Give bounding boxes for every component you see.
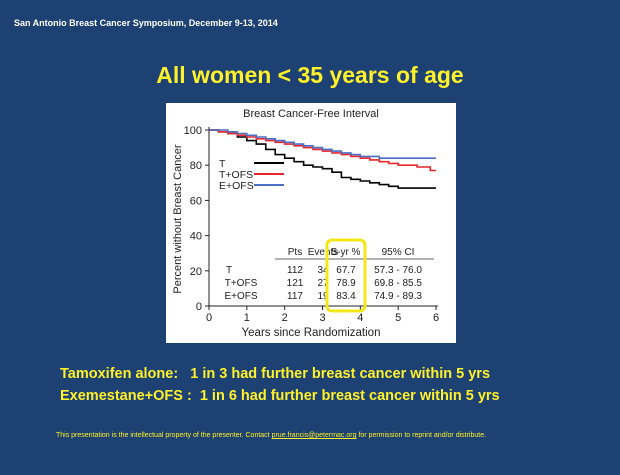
table-cell: 67.7 [336, 265, 356, 276]
y-tick-label: 40 [190, 231, 202, 243]
table-cell: 112 [287, 265, 303, 276]
table-cell: 121 [287, 278, 304, 289]
footer-note: This presentation is the intellectual pr… [56, 432, 486, 439]
table-cell: 74.9 - 89.3 [374, 291, 422, 302]
y-axis-ticks: 0 20 40 60 80 100 [184, 125, 209, 313]
x-tick-label: 5 [395, 312, 401, 324]
legend-label: T+OFS [219, 169, 253, 181]
table-cell: 57.3 - 76.0 [374, 265, 422, 276]
legend-label: E+OFS [219, 180, 254, 192]
survival-chart: Breast Cancer-Free Interval 020406080100… [172, 108, 439, 339]
table-row-label: T [226, 265, 232, 276]
x-axis-ticks: 0 1 2 3 4 5 6 [206, 306, 439, 324]
table-cell: 69.8 - 85.5 [374, 278, 422, 289]
x-tick-label: 6 [433, 312, 439, 324]
x-tick-label: 2 [282, 312, 288, 324]
table-header: Events [308, 247, 339, 258]
table-cell: 78.9 [336, 278, 356, 289]
y-tick-label: 0 [196, 301, 202, 313]
footer-text-after: for permission to reprint and/or distrib… [356, 432, 487, 439]
footer-text-before: This presentation is the intellectual pr… [56, 432, 272, 439]
y-axis-label: Percent without Breast Cancer [172, 144, 184, 294]
legend-label: T [219, 158, 226, 170]
table-row-label: T+OFS [225, 278, 258, 289]
table-cell: 19 [317, 291, 329, 302]
slide-heading: All women < 35 years of age [156, 62, 464, 88]
table-cell: 83.4 [336, 291, 356, 302]
x-tick-label: 3 [319, 312, 325, 324]
table-cell: 34 [317, 265, 329, 276]
conference-title: San Antonio Breast Cancer Symposium, Dec… [14, 18, 278, 28]
chart-panel: Breast Cancer-Free Interval 0 20 40 60 80 100… [166, 103, 456, 343]
survival-curves [209, 129, 436, 189]
table-header: 95% CI [382, 247, 415, 258]
contact-email-link[interactable]: prue.francis@petermac.org [271, 432, 357, 439]
y-tick-label: 80 [190, 160, 202, 172]
table-header: 5-yr % [332, 247, 361, 258]
table-row-label: E+OFS [224, 291, 257, 302]
table-cell: 117 [287, 291, 303, 302]
x-axis-label: Years since Randomization [242, 327, 381, 339]
series-line-t-ofs [209, 129, 436, 172]
summary-tamoxifen: Tamoxifen alone: 1 in 3 had further brea… [60, 366, 491, 382]
series-line-e-ofs [209, 129, 436, 159]
table-cell: 27 [317, 278, 329, 289]
x-tick-label: 1 [244, 312, 250, 324]
summary-exemestane-ofs: Exemestane+OFS : 1 in 6 had further brea… [60, 388, 500, 404]
y-tick-label: 20 [190, 266, 202, 278]
x-tick-label: 4 [357, 312, 363, 324]
five-year-highlight-box [325, 238, 367, 313]
x-tick-label: 0 [206, 312, 212, 324]
table-header: Pts [288, 247, 302, 258]
chart-title: Breast Cancer-Free Interval [243, 108, 379, 120]
y-tick-label: 60 [190, 195, 202, 207]
y-tick-label: 100 [184, 125, 202, 137]
